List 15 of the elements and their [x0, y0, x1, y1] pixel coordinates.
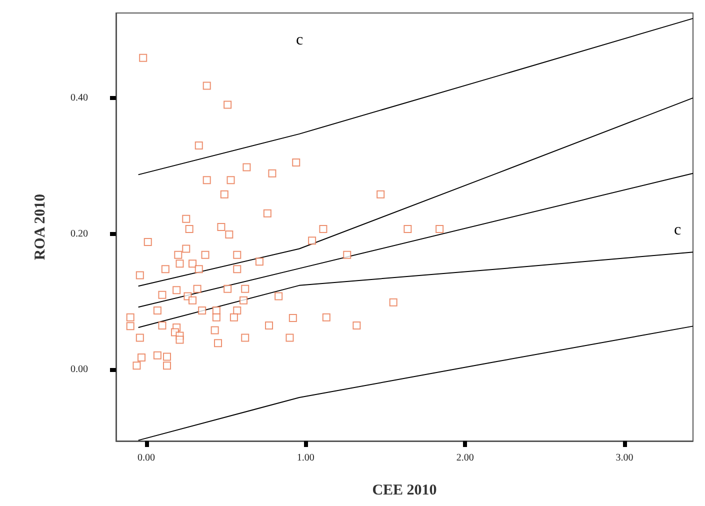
y-axis-title: ROA 2010: [32, 194, 48, 260]
x-tick-label: 0.00: [138, 452, 156, 464]
y-tick-label: 0.20: [70, 228, 88, 240]
x-axis-title: CEE 2010: [372, 482, 437, 498]
line-series: [138, 326, 694, 441]
y-tick-label: 0.00: [70, 364, 88, 376]
line-series: [138, 252, 694, 328]
y-tick-label: 0.40: [70, 92, 88, 104]
annotation: c: [674, 222, 682, 238]
line-series: [138, 18, 694, 176]
x-tick-label: 1.00: [296, 452, 314, 464]
x-tick-label: 2.00: [456, 452, 474, 464]
x-tick-label: 3.00: [616, 452, 634, 464]
annotation: c: [296, 32, 304, 48]
line-series: [138, 97, 694, 287]
